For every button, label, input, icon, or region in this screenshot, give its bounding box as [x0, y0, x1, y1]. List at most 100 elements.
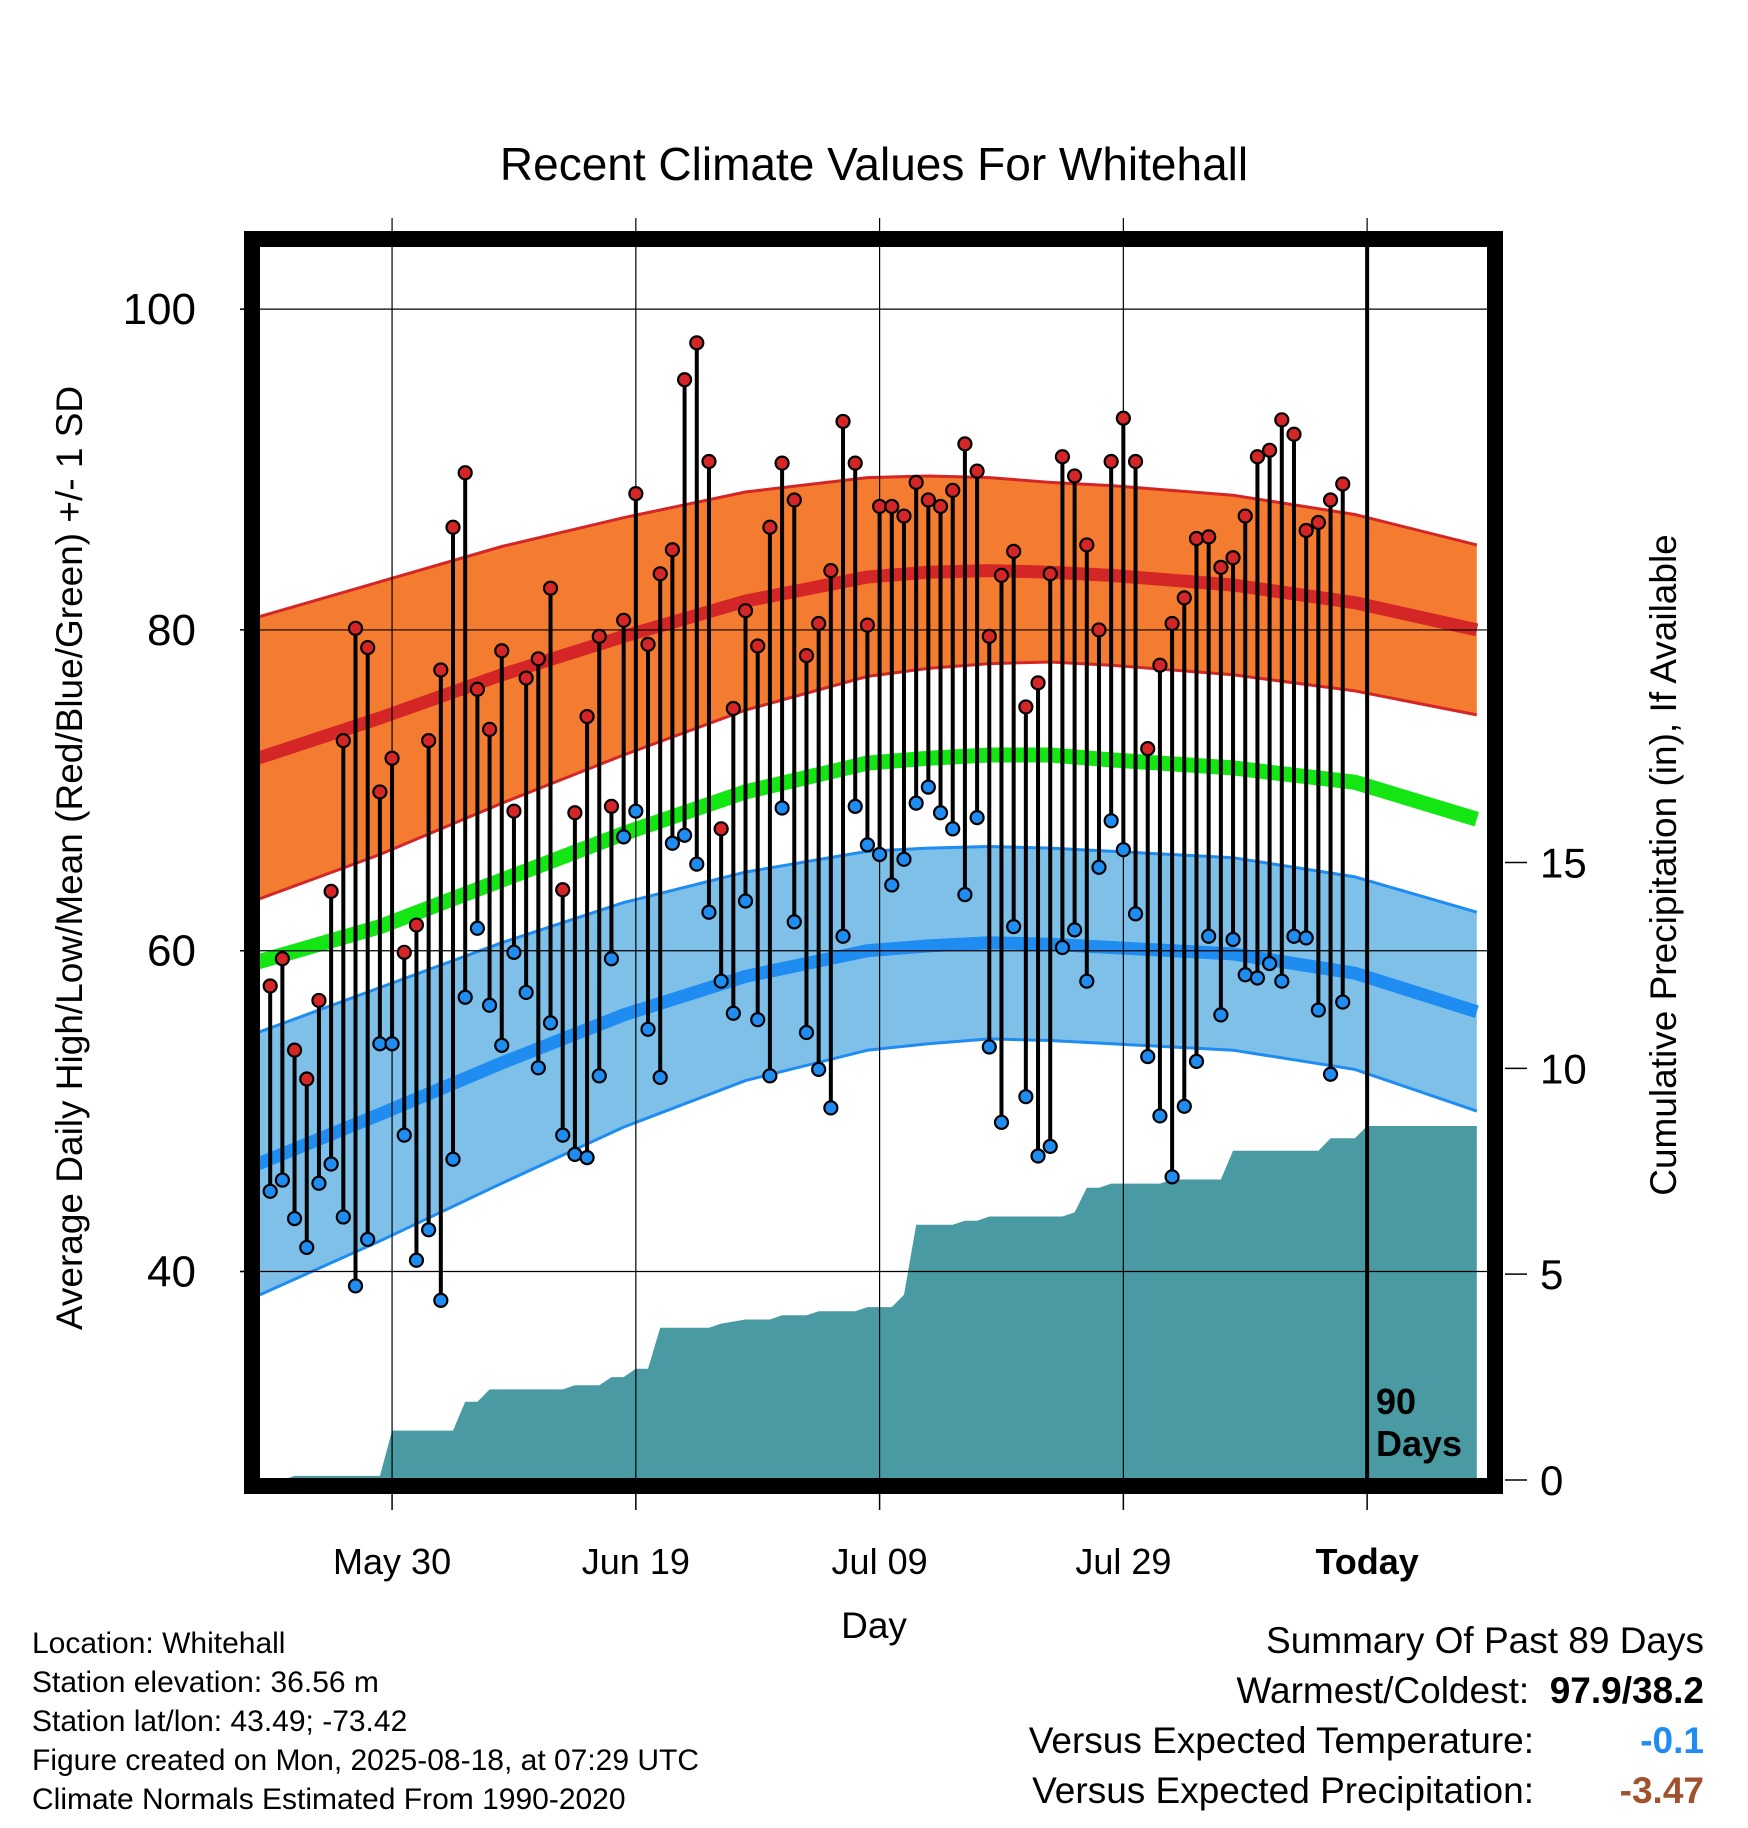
low-point-70 [1103, 813, 1119, 829]
low-point-80 [1225, 931, 1241, 948]
summary-warmest-row: Warmest/Coldest: 97.9/38.2 [1029, 1666, 1704, 1716]
low-point-75 [1164, 1169, 1180, 1185]
low-point-83 [1262, 955, 1278, 972]
low-point-28 [591, 1068, 607, 1084]
temp-value: -0.1 [1640, 1720, 1704, 1761]
high-point-65 [1042, 566, 1058, 582]
high-point-89 [1335, 476, 1351, 492]
summary-title: Summary Of Past 89 Days [1266, 1620, 1704, 1661]
high-point-74 [1152, 657, 1168, 673]
chart-title: Recent Climate Values For Whitehall [500, 138, 1248, 190]
high-point-27 [579, 708, 595, 725]
high-point-68 [1079, 537, 1095, 553]
y2-axis-label: Cumulative Precipitation (in), If Availa… [1643, 534, 1684, 1196]
high-point-38 [713, 821, 729, 837]
low-point-9 [360, 1231, 376, 1248]
low-point-40 [737, 893, 754, 909]
high-point-8 [347, 620, 364, 636]
high-point-6 [323, 883, 339, 899]
high-point-37 [701, 453, 717, 470]
y-tick-label-100: 100 [123, 285, 196, 334]
high-point-18 [469, 681, 485, 697]
high-point-31 [628, 486, 644, 502]
high-point-51 [871, 498, 888, 515]
x-tick-label-1: Jun 19 [582, 1541, 690, 1582]
low-point-65 [1042, 1138, 1058, 1154]
normal-low-line [258, 936, 1479, 1171]
high-point-55 [920, 492, 936, 508]
low-point-67 [1067, 922, 1083, 938]
y-tick-label-60: 60 [147, 927, 196, 976]
high-point-5 [311, 992, 327, 1009]
high-point-17 [457, 465, 473, 481]
low-point-59 [969, 809, 985, 826]
low-point-73 [1140, 1048, 1156, 1065]
high-point-84 [1274, 412, 1290, 428]
low-point-87 [1310, 1002, 1326, 1018]
high-point-19 [481, 721, 498, 737]
precipitation-area [258, 1126, 1477, 1480]
low-point-18 [469, 920, 485, 936]
warmest-label: Warmest/Coldest: [1236, 1670, 1530, 1711]
high-point-66 [1054, 449, 1071, 465]
high-point-1 [262, 978, 278, 994]
low-point-7 [335, 1209, 351, 1225]
plot-frame [244, 231, 1503, 1494]
high-point-81 [1237, 508, 1253, 524]
high-point-72 [1127, 453, 1144, 470]
y2-tick-label-0: 0 [1540, 1457, 1563, 1504]
low-point-44 [786, 914, 802, 930]
low-point-10 [372, 1036, 388, 1052]
y-axis-label: Average Daily High/Low/Mean (Red/Blue/Gr… [49, 386, 90, 1330]
low-point-22 [518, 984, 534, 1001]
low-point-8 [347, 1278, 364, 1294]
low-point-88 [1322, 1066, 1339, 1082]
low-point-55 [920, 779, 936, 795]
high-point-54 [908, 474, 924, 490]
low-point-61 [993, 1114, 1010, 1130]
low-point-85 [1286, 928, 1302, 944]
low-point-30 [616, 829, 632, 845]
warmest-value: 97.9/38.2 [1549, 1670, 1704, 1711]
high-point-15 [433, 662, 449, 678]
temp-label: Versus Expected Temperature: [1028, 1720, 1534, 1761]
high-point-36 [689, 335, 705, 351]
x-tick-label-4: Today [1315, 1541, 1418, 1582]
y-tick-label-40: 40 [147, 1247, 196, 1296]
info-elevation: Station elevation: 36.56 m [32, 1666, 379, 1699]
low-point-45 [798, 1024, 815, 1041]
low-point-20 [494, 1037, 510, 1053]
x-tick-label-0: May 30 [333, 1541, 451, 1582]
y-tick-label-80: 80 [147, 606, 196, 655]
low-point-27 [579, 1150, 595, 1166]
high-point-62 [1006, 543, 1022, 559]
high-point-23 [530, 651, 546, 667]
high-point-45 [798, 647, 815, 664]
low-point-62 [1006, 919, 1022, 935]
x-axis-label: Day [841, 1605, 907, 1646]
high-point-75 [1164, 615, 1180, 632]
high-point-2 [274, 951, 290, 967]
low-point-34 [664, 835, 680, 851]
high-point-52 [884, 498, 900, 515]
low-point-72 [1127, 906, 1144, 922]
low-point-26 [567, 1146, 583, 1163]
high-point-48 [835, 413, 851, 430]
low-point-51 [871, 846, 888, 863]
high-point-64 [1030, 675, 1046, 691]
high-point-50 [859, 617, 876, 633]
high-point-21 [506, 803, 522, 819]
high-point-13 [408, 917, 425, 933]
low-point-81 [1237, 967, 1253, 983]
high-point-83 [1262, 442, 1278, 458]
y2-tick-label-10: 10 [1540, 1045, 1587, 1092]
low-point-54 [908, 795, 924, 811]
low-point-52 [884, 877, 900, 893]
low-point-53 [896, 851, 912, 867]
high-point-47 [823, 562, 839, 579]
high-point-25 [555, 882, 571, 898]
high-point-80 [1225, 550, 1241, 566]
low-point-76 [1176, 1098, 1192, 1114]
high-point-49 [847, 455, 863, 471]
low-point-82 [1249, 970, 1266, 986]
